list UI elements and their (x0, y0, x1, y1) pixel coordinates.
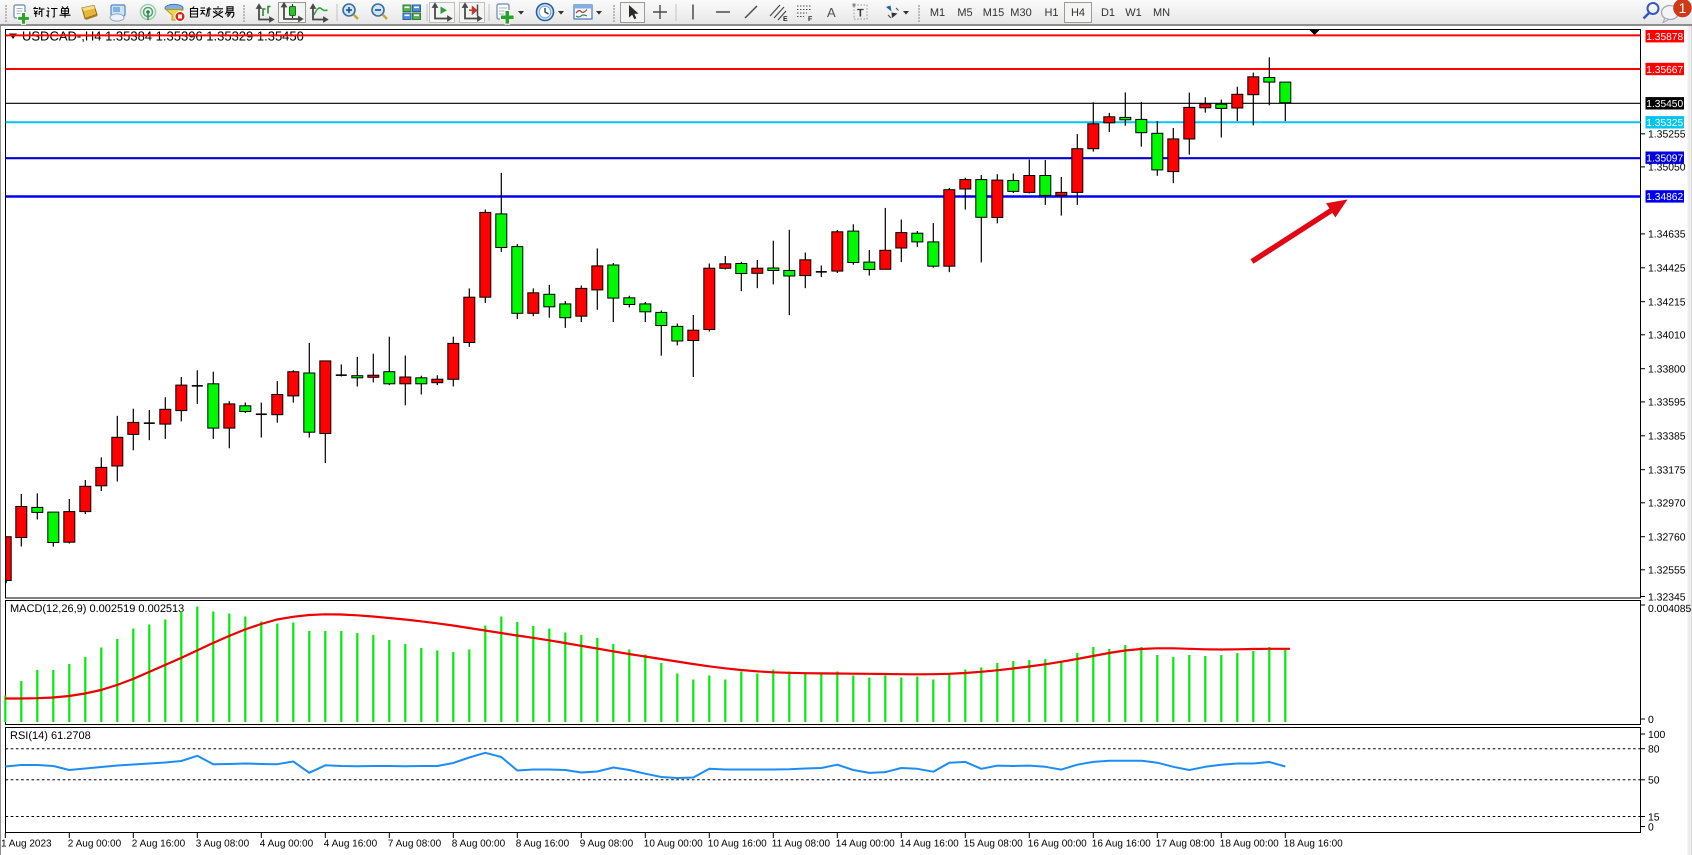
svg-text:18 Aug 16:00: 18 Aug 16:00 (1284, 839, 1343, 850)
svg-text:1.35878: 1.35878 (1646, 32, 1683, 43)
svg-text:M1: M1 (930, 7, 945, 19)
svg-text:M30: M30 (1010, 7, 1031, 19)
svg-text:1.34010: 1.34010 (1648, 331, 1686, 342)
svg-text:1.35667: 1.35667 (1646, 65, 1683, 76)
svg-text:F: F (808, 16, 813, 23)
svg-text:17 Aug 08:00: 17 Aug 08:00 (1156, 839, 1215, 850)
svg-text:M15: M15 (983, 7, 1004, 19)
svg-text:1.34635: 1.34635 (1648, 230, 1686, 241)
svg-text:80: 80 (1648, 745, 1660, 756)
svg-text:14 Aug 16:00: 14 Aug 16:00 (900, 839, 959, 850)
svg-text:1.32970: 1.32970 (1648, 499, 1686, 510)
svg-text:1.35097: 1.35097 (1646, 154, 1683, 165)
svg-text:D1: D1 (1101, 7, 1115, 19)
svg-text:A: A (827, 5, 836, 20)
svg-text:T: T (857, 8, 864, 20)
svg-text:10 Aug 16:00: 10 Aug 16:00 (708, 839, 767, 850)
svg-text:100: 100 (1648, 730, 1666, 741)
svg-text:1.34215: 1.34215 (1648, 298, 1686, 309)
svg-text:11 Aug 08:00: 11 Aug 08:00 (772, 839, 831, 850)
svg-text:1.35325: 1.35325 (1646, 118, 1683, 129)
svg-text:E: E (783, 16, 788, 23)
svg-text:10 Aug 00:00: 10 Aug 00:00 (644, 839, 703, 850)
svg-text:1.33800: 1.33800 (1648, 365, 1686, 376)
svg-text:1.35255: 1.35255 (1648, 130, 1686, 141)
svg-text:50: 50 (1648, 776, 1660, 787)
svg-text:1: 1 (1679, 0, 1687, 16)
svg-text:0: 0 (1648, 822, 1654, 833)
svg-text:15 Aug 08:00: 15 Aug 08:00 (964, 839, 1023, 850)
svg-text:1.35050: 1.35050 (1648, 163, 1686, 174)
svg-text:1.33385: 1.33385 (1648, 432, 1686, 443)
svg-text:14 Aug 00:00: 14 Aug 00:00 (836, 839, 895, 850)
svg-text:3 Aug 08:00: 3 Aug 08:00 (196, 839, 250, 850)
svg-text:1.32760: 1.32760 (1648, 533, 1686, 544)
svg-text:1.32345: 1.32345 (1648, 592, 1686, 603)
svg-text:RSI(14) 61.2708: RSI(14) 61.2708 (10, 730, 91, 742)
svg-text:1.35450: 1.35450 (1646, 99, 1683, 110)
svg-text:H4: H4 (1071, 7, 1085, 19)
svg-text:8 Aug 16:00: 8 Aug 16:00 (516, 839, 570, 850)
svg-text:W1: W1 (1125, 7, 1142, 19)
svg-text:H1: H1 (1044, 7, 1058, 19)
svg-text:1.34425: 1.34425 (1648, 264, 1686, 275)
svg-text:7 Aug 08:00: 7 Aug 08:00 (388, 839, 442, 850)
svg-text:2 Aug 16:00: 2 Aug 16:00 (132, 839, 186, 850)
svg-text:15: 15 (1648, 812, 1660, 823)
svg-text:1.34862: 1.34862 (1646, 192, 1683, 203)
svg-text:2 Aug 00:00: 2 Aug 00:00 (68, 839, 122, 850)
svg-text:0: 0 (1648, 715, 1654, 726)
svg-text:0.004085: 0.004085 (1648, 604, 1692, 615)
svg-text:1.33175: 1.33175 (1648, 466, 1686, 477)
svg-text:M5: M5 (957, 7, 972, 19)
svg-text:MN: MN (1153, 7, 1170, 19)
svg-text:16 Aug 00:00: 16 Aug 00:00 (1028, 839, 1087, 850)
svg-text:4 Aug 00:00: 4 Aug 00:00 (260, 839, 314, 850)
svg-text:9 Aug 08:00: 9 Aug 08:00 (580, 839, 634, 850)
svg-text:1 Aug 2023: 1 Aug 2023 (1, 839, 52, 850)
svg-text:4 Aug 16:00: 4 Aug 16:00 (324, 839, 378, 850)
svg-text:8 Aug 00:00: 8 Aug 00:00 (452, 839, 506, 850)
svg-text:MACD(12,26,9) 0.002519 0.00251: MACD(12,26,9) 0.002519 0.002513 (10, 603, 184, 615)
svg-text:18 Aug 00:00: 18 Aug 00:00 (1220, 839, 1279, 850)
svg-text:1.32555: 1.32555 (1648, 566, 1686, 577)
svg-text:16 Aug 16:00: 16 Aug 16:00 (1092, 839, 1151, 850)
svg-text:1.33595: 1.33595 (1648, 398, 1686, 409)
